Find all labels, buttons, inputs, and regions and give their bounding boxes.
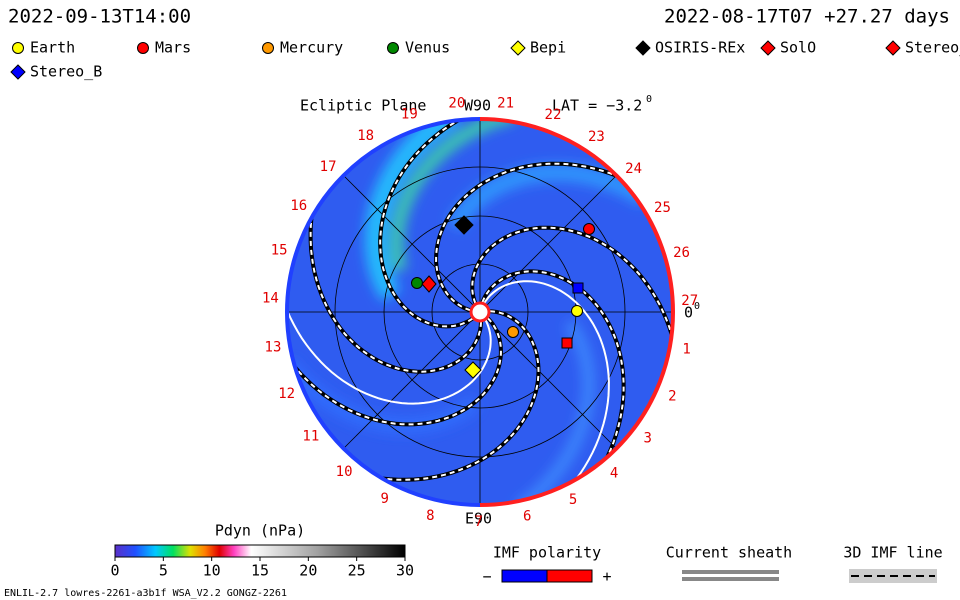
sector-label: 11 — [302, 428, 319, 444]
spacecraft-markers — [411, 215, 595, 379]
sector-label: 15 — [271, 243, 288, 259]
sector-label: 5 — [569, 492, 577, 508]
field-line — [339, 310, 540, 481]
legend-symbol — [12, 42, 24, 54]
sector-label: 25 — [654, 200, 671, 216]
legend: Earth Mars Mercury Venus Bepi OSIRIS-REx SolO S… — [10, 39, 960, 81]
legend-symbol — [635, 40, 651, 56]
polarity-rim-positive — [479, 117, 675, 507]
legend-label: Mars — [155, 39, 191, 57]
osiris-rex-marker — [454, 215, 474, 235]
field-line — [481, 270, 625, 496]
legend-symbol — [262, 42, 274, 54]
earth-marker — [571, 305, 583, 317]
polarity-title: IMF polarity — [493, 544, 601, 562]
e90-label: E90 — [465, 510, 492, 528]
sector-label: 1 — [682, 342, 690, 358]
colorbar-tick-label: 15 — [251, 562, 269, 580]
sector-label: 16 — [290, 198, 307, 214]
field-line — [435, 162, 657, 312]
colorbar-tick-label: 20 — [299, 562, 317, 580]
colorbar — [114, 544, 406, 558]
colorbar-label: Pdyn (nPa) — [215, 522, 305, 540]
stereo-b-marker — [572, 282, 584, 294]
legend-label: Earth — [30, 39, 75, 57]
polarity-minus: − — [482, 568, 491, 586]
run-time-label: 2022-08-17T07 +27.27 days — [664, 6, 950, 28]
sector-label: 10 — [336, 464, 353, 480]
sector-label: 26 — [673, 245, 690, 261]
polarity-plus: + — [602, 568, 611, 586]
venus-marker — [411, 277, 423, 289]
mercury-marker — [507, 326, 519, 338]
lat-degree: 0 — [646, 94, 652, 105]
sector-label: 3 — [643, 430, 651, 446]
sector-label: 21 — [497, 96, 514, 112]
imf-line-title: 3D IMF line — [843, 544, 942, 562]
legend-label: OSIRIS-REx — [655, 39, 745, 57]
colorbar-tick-label: 25 — [348, 562, 366, 580]
legend-symbol — [137, 42, 149, 54]
bepi-marker — [464, 361, 482, 379]
legend-symbol — [10, 64, 26, 80]
sector-label: 22 — [545, 107, 562, 123]
sector-label: 8 — [426, 508, 434, 524]
field-line — [309, 174, 482, 373]
sheath-swatch-bottom — [682, 577, 779, 581]
colorbar-ticks: 0 5 10 15 20 25 30 — [110, 557, 414, 580]
sector-label: 6 — [523, 509, 531, 525]
time-label: 2022-09-13T14:00 — [8, 6, 191, 28]
colorbar-tick-label: 30 — [396, 562, 414, 580]
field-line — [287, 317, 502, 426]
lon-degree: 0 — [694, 301, 700, 312]
current-sheath — [483, 280, 610, 505]
colorbar-tick-label: 0 — [110, 562, 119, 580]
legend-label: SolO — [780, 39, 816, 57]
sector-label: 9 — [380, 491, 388, 507]
plot-title: Ecliptic Plane — [300, 97, 426, 115]
legend-label: Stereo_ — [905, 39, 960, 57]
sector-label: 12 — [278, 386, 295, 402]
w90-label: W90 — [464, 97, 491, 115]
lat-label: LAT = −3.2 — [552, 97, 642, 115]
field-line — [379, 119, 500, 328]
polarity-rim-negative — [285, 117, 481, 507]
colorbar-tick-label: 5 — [159, 562, 168, 580]
sector-label: 17 — [320, 159, 337, 175]
mars-marker — [583, 223, 595, 235]
sector-label: 20 — [448, 95, 465, 111]
lon-label: 0 — [684, 304, 693, 322]
legend-label: Bepi — [530, 39, 566, 57]
field-line — [471, 226, 673, 378]
sector-label: 24 — [625, 161, 642, 177]
legend-symbol — [510, 40, 526, 56]
legend-symbol — [885, 40, 901, 56]
stereo-a-marker — [561, 337, 573, 349]
sector-label: 2 — [668, 388, 676, 404]
legend-label: Stereo_B — [30, 63, 102, 81]
polarity-negative-swatch — [501, 569, 548, 583]
sector-label: 14 — [262, 291, 279, 307]
sector-label: 4 — [610, 466, 618, 482]
polarity-positive-swatch — [546, 569, 593, 583]
legend-label: Mercury — [280, 39, 343, 57]
sheath-title: Current sheath — [666, 544, 792, 562]
sector-label: 18 — [357, 128, 374, 144]
sector-label: 7 — [475, 514, 483, 530]
sector-label: 23 — [588, 129, 605, 145]
sheath-swatch-top — [682, 570, 779, 574]
legend-label: Venus — [405, 39, 450, 57]
sector-label: 13 — [265, 339, 282, 355]
legend-symbol — [387, 42, 399, 54]
legend-symbol — [760, 40, 776, 56]
run-id: ENLIL-2.7 lowres-2261-a3b1f WSA_V2.2 GON… — [4, 588, 287, 599]
current-sheath — [287, 267, 492, 405]
sector-label: 27 — [681, 293, 698, 309]
solo-marker — [421, 275, 437, 293]
sector-label: 19 — [401, 106, 418, 122]
colorbar-tick-label: 10 — [203, 562, 221, 580]
sun — [469, 301, 491, 323]
